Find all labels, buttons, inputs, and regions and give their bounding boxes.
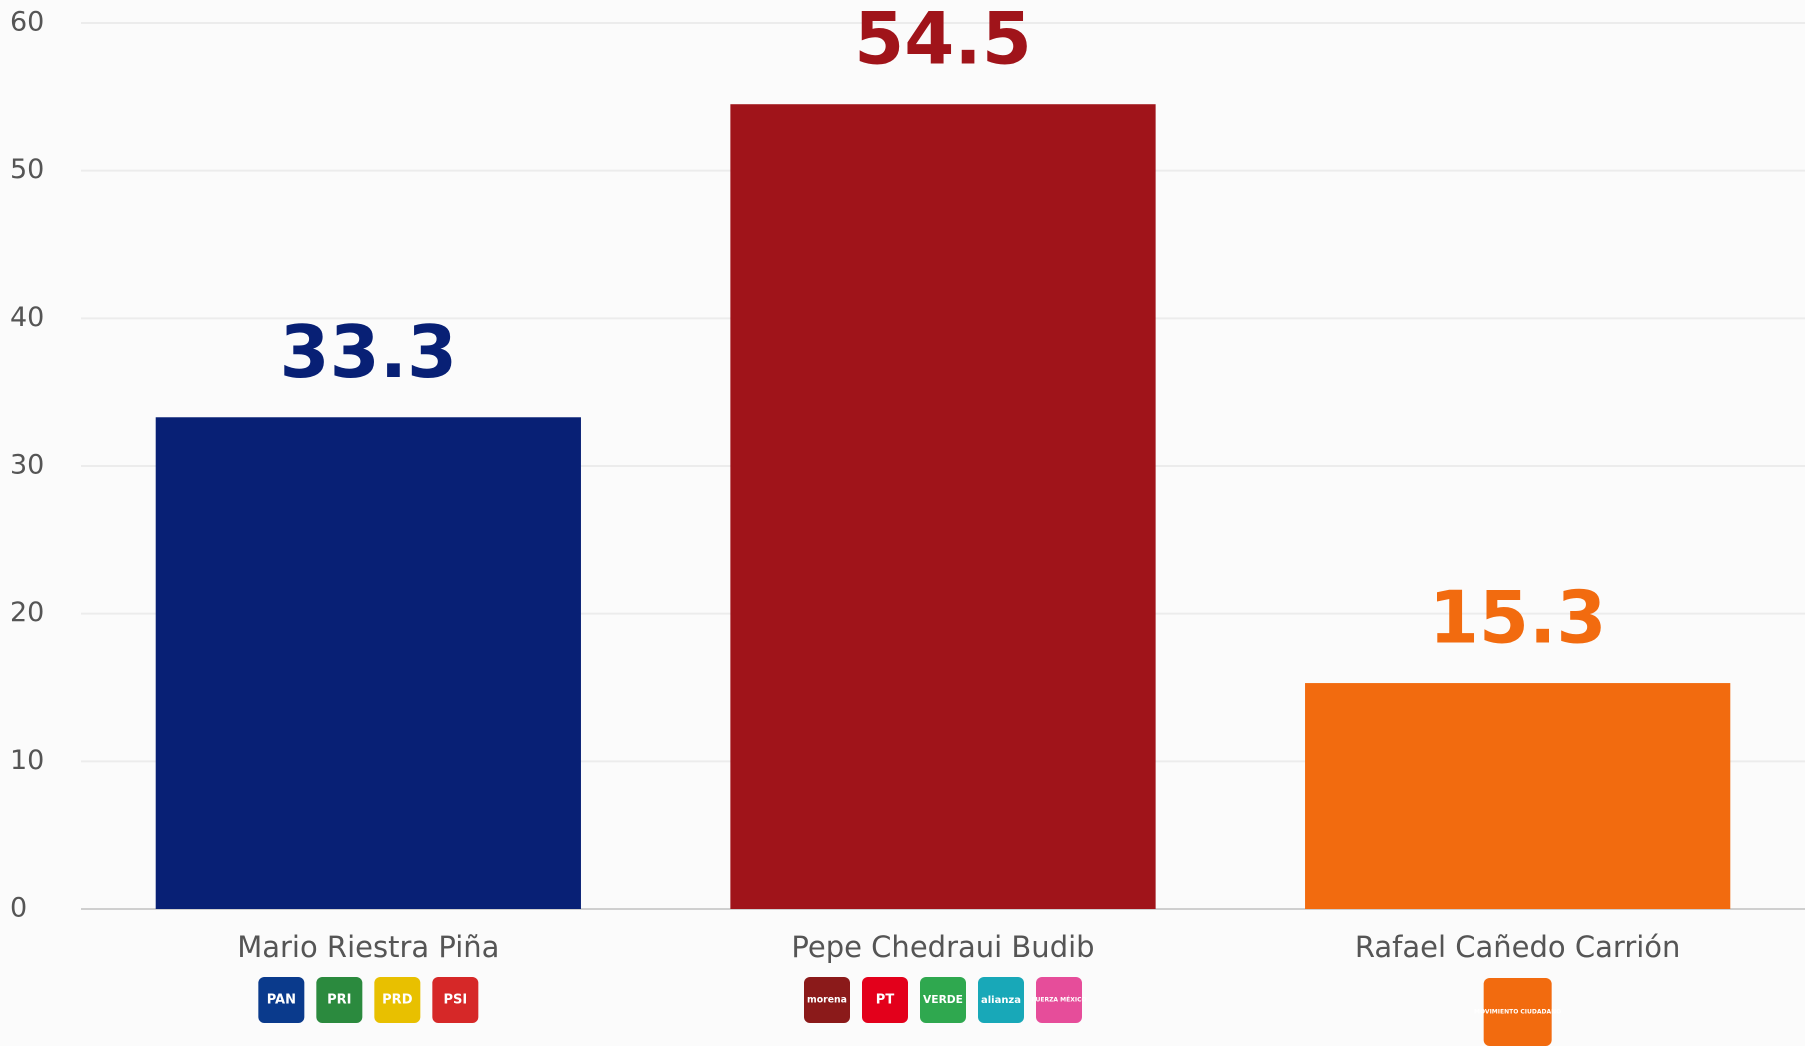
party-logo: PRI bbox=[316, 977, 363, 1023]
logo-text: morena bbox=[807, 995, 847, 1006]
y-tick-label: 0 bbox=[10, 893, 27, 924]
x-tick-label: Pepe Chedraui Budib bbox=[791, 930, 1094, 964]
logo-text: VERDE bbox=[923, 993, 963, 1006]
party-logo: MOVIMIENTO CIUDADANO bbox=[1474, 978, 1561, 1046]
logo-box bbox=[804, 977, 850, 1023]
logo-text: alianza bbox=[981, 995, 1021, 1006]
value-label: 54.5 bbox=[854, 0, 1032, 81]
party-logo: morena bbox=[804, 977, 850, 1023]
logo-box bbox=[862, 977, 908, 1023]
party-logo: PSI bbox=[432, 977, 479, 1023]
bar bbox=[155, 417, 581, 909]
y-tick-label: 10 bbox=[10, 745, 44, 776]
logo-box bbox=[258, 977, 305, 1023]
logo-text: PSI bbox=[443, 993, 467, 1008]
logo-text: PAN bbox=[267, 993, 296, 1008]
logo-box bbox=[978, 977, 1024, 1023]
party-logo: PT bbox=[862, 977, 908, 1023]
y-tick-label: 30 bbox=[10, 450, 44, 481]
party-logo: alianza bbox=[978, 977, 1024, 1023]
y-tick-label: 40 bbox=[10, 302, 44, 333]
logo-box bbox=[316, 977, 363, 1023]
logo-text: PRI bbox=[327, 993, 351, 1008]
party-logo: PAN bbox=[258, 977, 305, 1023]
logo-box bbox=[1483, 978, 1552, 1046]
x-tick-label: Mario Riestra Piña bbox=[237, 930, 499, 964]
y-tick-label: 60 bbox=[10, 7, 44, 38]
value-label: 15.3 bbox=[1429, 576, 1607, 660]
logo-text: FUERZA MÉXICO bbox=[1031, 996, 1086, 1004]
party-logo: PRD bbox=[374, 977, 421, 1023]
y-tick-label: 50 bbox=[10, 154, 44, 185]
x-tick-label: Rafael Cañedo Carrión bbox=[1355, 930, 1681, 964]
bar bbox=[730, 104, 1156, 909]
logo-box bbox=[432, 977, 479, 1023]
logo-text: PRD bbox=[382, 993, 413, 1008]
bar bbox=[1305, 683, 1731, 909]
logo-box bbox=[374, 977, 421, 1023]
value-label: 33.3 bbox=[280, 310, 458, 394]
party-logo: FUERZA MÉXICO bbox=[1031, 977, 1087, 1023]
party-logo: VERDE bbox=[920, 977, 966, 1023]
logo-text: PT bbox=[876, 993, 895, 1008]
logo-text: MOVIMIENTO CIUDADANO bbox=[1474, 1009, 1561, 1016]
logo-box bbox=[920, 977, 966, 1023]
y-tick-label: 20 bbox=[10, 597, 44, 628]
logo-box bbox=[1036, 977, 1082, 1023]
